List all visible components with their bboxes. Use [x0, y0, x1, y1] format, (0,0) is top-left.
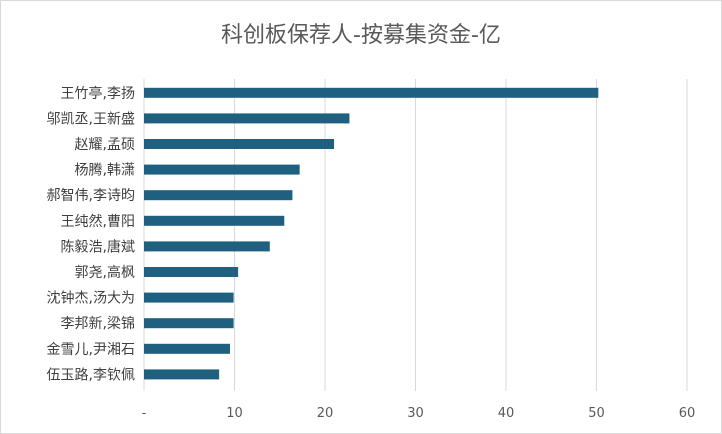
- x-tick-label: 30: [407, 406, 424, 421]
- x-tick-label: 50: [588, 406, 605, 421]
- bar: [144, 267, 239, 277]
- category-label: 沈钟杰,汤大为: [47, 290, 135, 307]
- x-tick-label: -: [142, 406, 147, 421]
- bar: [144, 139, 335, 149]
- bar: [144, 164, 300, 175]
- category-label: 伍玉路,李钦佩: [47, 367, 135, 383]
- category-label: 郭尧,高枫: [75, 264, 135, 281]
- bar: [144, 292, 234, 303]
- bar: [144, 343, 230, 354]
- x-tick-label: 10: [226, 406, 243, 421]
- bar: [144, 113, 350, 124]
- x-tick-label: 40: [498, 406, 515, 421]
- category-label: 王竹亭,李扬: [61, 85, 135, 102]
- category-label: 李邦新,梁锦: [61, 315, 135, 332]
- category-label: 邬凯丞,王新盛: [47, 111, 135, 127]
- bar: [144, 215, 285, 226]
- category-label: 王纯然,曹阳: [61, 213, 135, 230]
- bar: [144, 318, 234, 329]
- bar: [144, 369, 220, 380]
- category-label: 金雪儿,尹湘石: [47, 342, 135, 358]
- bar: [144, 87, 599, 98]
- category-label: 陈毅浩,唐斌: [61, 238, 135, 255]
- chart-title: 科创板保荐人-按募集资金-亿: [221, 23, 501, 48]
- bar: [144, 190, 293, 201]
- category-label: 郝智伟,李诗昀: [47, 188, 135, 204]
- bar: [144, 241, 270, 252]
- category-label: 杨腾,韩潇: [75, 162, 135, 179]
- x-tick-label: 20: [317, 406, 334, 421]
- x-tick-label: 60: [679, 406, 696, 421]
- category-label: 赵耀,孟硕: [75, 137, 135, 153]
